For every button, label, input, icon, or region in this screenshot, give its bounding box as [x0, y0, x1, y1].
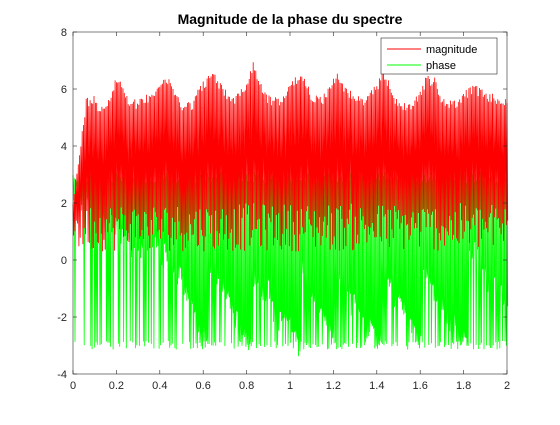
legend-label-phase: phase: [426, 60, 456, 72]
legend-box: [380, 37, 498, 75]
x-tick-label: 0.4: [152, 380, 167, 392]
series-magnitude-line: [72, 62, 509, 252]
y-tick-label: 8: [61, 27, 67, 39]
x-tick-label: 0.8: [239, 380, 254, 392]
x-tick-label: 0.6: [196, 380, 211, 392]
y-tick-label: -2: [57, 312, 67, 324]
x-tick-label: 0: [70, 380, 76, 392]
x-tick-label: 1.4: [369, 380, 384, 392]
series-layer: [72, 62, 509, 357]
x-tick-label: 2: [504, 380, 510, 392]
x-tick-label: 1.6: [413, 380, 428, 392]
y-axis: -4 -2 0 2 4 6 8: [57, 27, 507, 381]
y-tick-label: 4: [61, 141, 67, 153]
y-tick-label: -4: [57, 369, 67, 381]
x-tick-label: 0.2: [109, 380, 124, 392]
legend-label-magnitude: magnitude: [426, 44, 477, 56]
x-tick-label: 1.8: [456, 380, 471, 392]
y-tick-label: 0: [61, 255, 67, 267]
y-tick-label: 2: [61, 198, 67, 210]
chart-title: Magnitude de la phase du spectre: [178, 11, 403, 27]
x-tick-label: 1: [287, 380, 293, 392]
legend: magnitude phase: [380, 37, 498, 75]
y-tick-label: 6: [61, 84, 67, 96]
series-phase-line: [72, 171, 509, 357]
x-axis: 0 0.2 0.4 0.6 0.8 1 1.2 1.4 1.6 1.8 2: [70, 32, 510, 392]
x-tick-label: 1.2: [326, 380, 341, 392]
